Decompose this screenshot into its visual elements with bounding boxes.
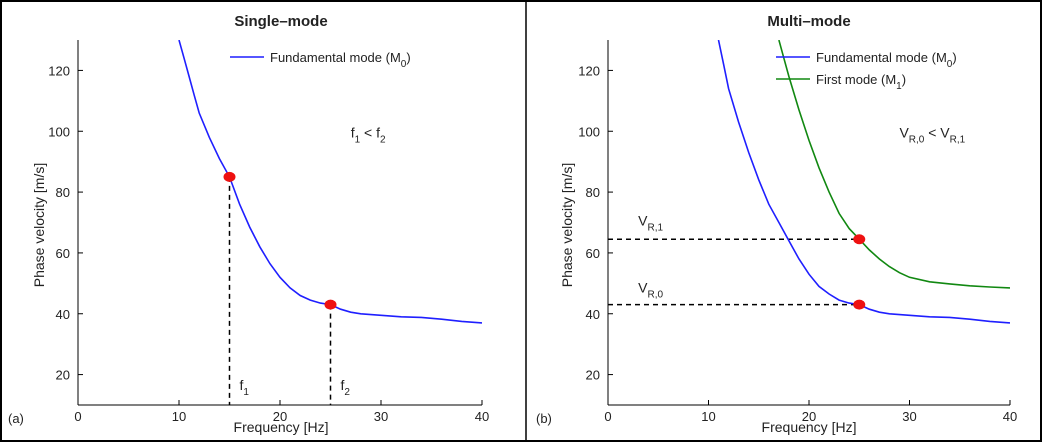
velocity-guide-label: VR,0 [638, 279, 663, 300]
panel-a-title: Single–mode [234, 13, 327, 30]
series-line-fundamental-mode [178, 40, 482, 324]
y-tick-label: 40 [56, 307, 70, 322]
x-tick-label: 10 [172, 409, 186, 424]
y-tick-label: 80 [56, 185, 70, 200]
x-tick-label: 20 [802, 409, 816, 424]
plot-area-1: 0 10 20 30 40 20 40 60 80 100 120 f1 f2 Fundamental m… [48, 40, 489, 424]
panel-b-label: (b) [536, 411, 552, 426]
y-tick-label: 20 [56, 368, 70, 383]
x-tick-label: 0 [74, 409, 81, 424]
panel-b-xlabel: Frequency [Hz] [762, 419, 857, 435]
y-tick-label: 100 [48, 124, 70, 139]
y-tick-label: 40 [586, 307, 600, 322]
x-tick-label: 40 [475, 409, 489, 424]
x-tick-label: 10 [701, 409, 715, 424]
y-tick-label: 100 [578, 124, 600, 139]
y-tick-label: 120 [48, 63, 70, 78]
panel-a-label: (a) [8, 411, 24, 426]
panel-b-ylabel: Phase velocity [m/s] [559, 163, 575, 288]
x-tick-label: 0 [604, 409, 611, 424]
data-point-marker [853, 234, 866, 245]
y-tick-label: 80 [586, 185, 600, 200]
panel-b: Multi–mode (b) Frequency [Hz] Phase velo… [536, 13, 856, 435]
data-point-marker [223, 171, 236, 182]
panel-b-title: Multi–mode [767, 13, 850, 30]
y-tick-label: 60 [586, 246, 600, 261]
legend-entry-label: Fundamental mode (M0) [270, 50, 411, 70]
series-line-fundamental-mode [717, 40, 1010, 324]
x-tick-label: 20 [273, 409, 287, 424]
legend-entry-label: First mode (M1) [816, 72, 906, 92]
panel-a: Single–mode (a) Frequency [Hz] Phase vel… [8, 13, 328, 435]
data-point-marker [853, 299, 866, 310]
y-tick-label: 60 [56, 246, 70, 261]
x-tick-label: 40 [1003, 409, 1017, 424]
legend-entry-label: Fundamental mode (M0) [816, 50, 957, 70]
data-point-marker [324, 299, 337, 310]
y-tick-label: 20 [586, 368, 600, 383]
panel-a-ylabel: Phase velocity [m/s] [31, 163, 47, 288]
inequality-annotation: VR,0 < VR,1 [899, 124, 965, 145]
inequality-annotation: f1 < f2 [351, 124, 386, 145]
panel-a-xlabel: Frequency [Hz] [234, 419, 329, 435]
series-line-first-mode [778, 40, 1010, 289]
velocity-guide-label: VR,1 [638, 213, 663, 234]
y-tick-label: 120 [578, 63, 600, 78]
x-tick-label: 30 [374, 409, 388, 424]
x-tick-label: 30 [902, 409, 916, 424]
frequency-guide-label: f1 [240, 377, 250, 398]
plot-area-2: 0 10 20 30 40 20 40 60 80 100 120 VR,1 VR,0 Fundament… [578, 40, 1017, 424]
frequency-guide-label: f2 [341, 377, 351, 398]
